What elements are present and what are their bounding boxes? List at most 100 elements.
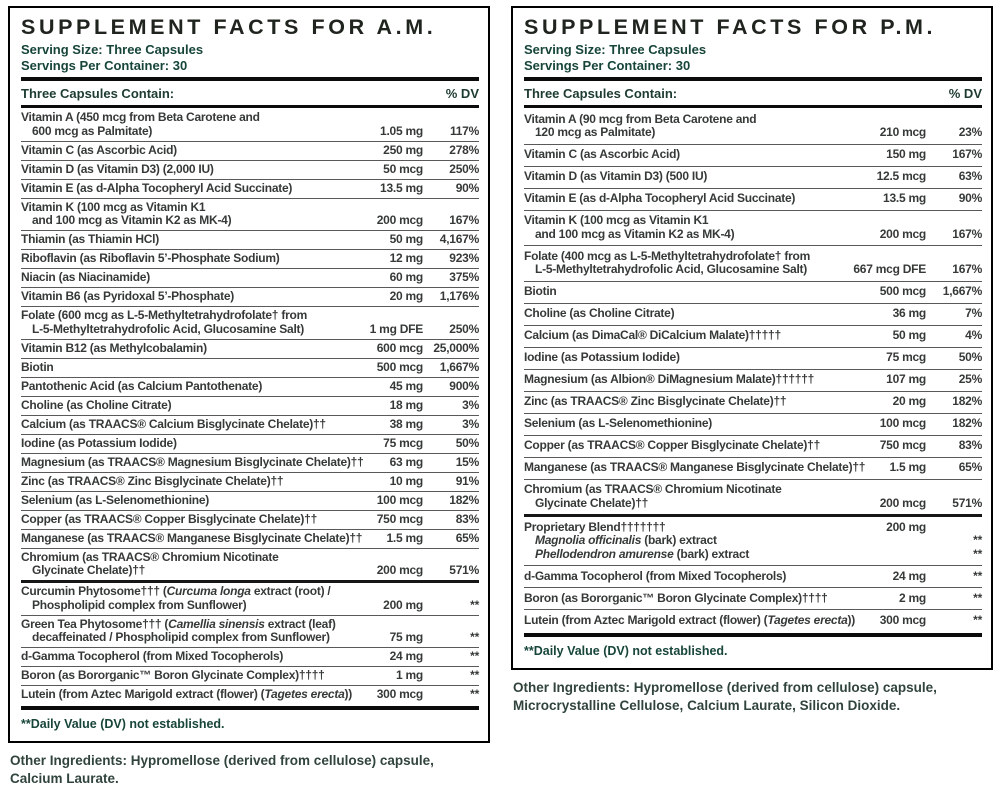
ingredient-amount: 300 mcg (879, 612, 927, 627)
ingredient-dv: 923% (449, 251, 479, 265)
ingredient-amount: 300 mcg (376, 687, 424, 701)
table-row: d-Gamma Tocopherol (from Mixed Tocophero… (21, 647, 479, 666)
supplement-panel-am: SUPPLEMENT FACTS FOR A.M. Serving Size: … (8, 6, 490, 743)
ingredient-amount: 500 mcg (376, 359, 424, 374)
panel-title: SUPPLEMENT FACTS FOR P.M. (524, 15, 937, 39)
ingredient-name: d-Gamma Tocopherol (from Mixed Tocophero… (524, 568, 787, 583)
ingredient-name: Chromium (as TRAACS® Chromium Nicotinate… (21, 549, 279, 577)
table-row: Chromium (as TRAACS® Chromium Nicotinate… (21, 547, 479, 581)
ingredient-name: Phellodendron amurense (bark) extract (535, 546, 750, 561)
header-divider (21, 77, 479, 81)
ingredient-amount: 100 mcg (376, 492, 424, 507)
ingredient-amount: 500 mcg (879, 284, 927, 298)
ingredient-dv: ** (470, 668, 479, 682)
ingredient-amount: 210 mcg (879, 125, 927, 139)
dv-footnote: **Daily Value (DV) not established. (524, 644, 728, 658)
ingredient-name: Niacin (as Niacinamide) (21, 270, 150, 284)
ingredient-dv: ** (973, 568, 982, 583)
supplement-panel-pm: SUPPLEMENT FACTS FOR P.M. Serving Size: … (511, 6, 993, 670)
contains-label: Three Capsules Contain: (21, 86, 175, 101)
ingredient-dv: 3% (462, 416, 479, 431)
pm-column: SUPPLEMENT FACTS FOR P.M. Serving Size: … (511, 6, 993, 714)
footnote-divider (21, 706, 479, 710)
ingredient-dv: ** (470, 630, 479, 644)
table-row: Vitamin K (100 mcg as Vitamin K1 and 100 … (21, 197, 479, 231)
ingredient-dv: 25% (958, 372, 983, 386)
table-row: Zinc (as TRAACS® Zinc Bisglycinate Chela… (21, 471, 480, 491)
ingredient-amount: 60 mg (389, 270, 424, 284)
ingredient-name: Vitamin E (as d-Alpha Tocopheryl Acid Su… (21, 180, 293, 195)
ingredient-dv: 90% (958, 191, 983, 205)
ingredient-amount: 45 mg (389, 378, 424, 393)
ingredient-name: Proprietary Blend††††††† (524, 519, 666, 534)
table-row: Vitamin B6 (as Pyridoxal 5’-Phosphate) 20… (21, 287, 479, 306)
other-ingredients: Other Ingredients: Hypromellose (derived… (513, 680, 937, 713)
ingredient-amount: 150 mg (886, 147, 926, 161)
ingredient-amount: 75 mcg (383, 435, 423, 450)
table-row: Chromium (as TRAACS® Chromium Nicotinate… (524, 478, 982, 515)
ingredient-amount: 750 mcg (879, 438, 927, 452)
ingredient-name: Folate (400 mcg as L-5-Methyltetrahydrof… (524, 248, 810, 276)
table-row: Manganese (as TRAACS® Manganese Bisglyci… (524, 456, 982, 479)
ingredient-name: Selenium (as L-Selenomethionine) (21, 492, 210, 507)
ingredient-name: Chromium (as TRAACS® Chromium Nicotinate… (524, 482, 782, 510)
ingredient-amount: 250 mg (383, 142, 423, 157)
ingredient-dv: 278% (449, 142, 479, 157)
ingredient-dv: 167% (952, 147, 982, 161)
ingredient-amount: 38 mg (389, 416, 424, 431)
table-row: Magnesium (as TRAACS® Magnesium Bisglyci… (21, 452, 480, 472)
table-row: Lutein (from Aztec Marigold extract (flo… (21, 685, 479, 704)
table-row: Magnesium (as Albion® DiMagnesium Malate… (524, 368, 983, 391)
ingredient-dv: 182% (449, 492, 479, 507)
ingredient-name: Vitamin C (as Ascorbic Acid) (21, 142, 177, 157)
table-row: Choline (as Choline Citrate) 36 mg 7% (524, 302, 982, 325)
table-row: Vitamin D (as Vitamin D3) (500 IU) 12.5 m… (524, 165, 983, 188)
ingredient-dv: ** (973, 533, 982, 547)
ingredient-name: Vitamin D (as Vitamin D3) (500 IU) (524, 169, 708, 183)
ingredient-amount: 20 mg (389, 289, 424, 303)
table-row: Vitamin E (as d-Alpha Tocopheryl Acid Su… (21, 178, 479, 198)
ingredient-amount: 200 mcg (879, 226, 927, 241)
ingredient-dv: 167% (449, 213, 479, 227)
ingredient-dv: ** (973, 612, 982, 627)
dv-column-header: % DV (445, 86, 479, 101)
ingredient-name: Vitamin K (100 mcg as Vitamin K1 and 100 … (21, 199, 232, 227)
table-header-divider (21, 105, 479, 108)
ingredient-amount: 75 mg (389, 630, 424, 644)
table-row: Choline (as Choline Citrate) 18 mg 3% (21, 395, 479, 415)
table-header-divider (524, 105, 982, 108)
ingredient-amount: 36 mg (892, 306, 927, 320)
ingredient-amount: 2 mg (898, 590, 926, 605)
ingredient-dv: 15% (455, 454, 480, 469)
ingredient-name: Calcium (as DimaCal® DiCalcium Malate)††… (524, 328, 781, 342)
table-row: Vitamin A (450 mcg from Beta Carotene an… (21, 109, 479, 141)
table-row: Selenium (as L-Selenomethionine) 100 mcg 1… (524, 412, 982, 435)
table-row: Zinc (as TRAACS® Zinc Bisglycinate Chela… (524, 390, 982, 413)
ingredient-name: Vitamin B6 (as Pyridoxal 5’-Phosphate) (21, 289, 235, 303)
ingredient-dv: 4,167% (439, 232, 479, 246)
ingredient-amount: 20 mg (892, 394, 927, 408)
ingredient-dv: ** (973, 590, 982, 605)
servings-per-container-label: Servings Per Container: 30 (21, 57, 188, 73)
table-row: Boron (as Bororganic™ Boron Glycinate Co… (21, 666, 479, 685)
ingredient-dv: ** (973, 546, 982, 561)
table-row: Vitamin C (as Ascorbic Acid) 150 mg 167% (524, 143, 982, 166)
ingredient-dv: 50% (958, 350, 983, 364)
ingredient-amount: 13.5 mg (883, 191, 926, 205)
ingredient-name: Magnesium (as Albion® DiMagnesium Malate… (524, 372, 815, 386)
ingredient-amount: 50 mcg (383, 161, 423, 176)
panel-title: SUPPLEMENT FACTS FOR A.M. (21, 15, 437, 39)
ingredient-name: Copper (as TRAACS® Copper Bisglycinate C… (21, 511, 317, 526)
ingredient-dv: 83% (455, 511, 480, 526)
ingredient-amount: 13.5 mg (380, 180, 423, 195)
ingredient-dv: 250% (449, 161, 479, 176)
ingredient-amount: 63 mg (389, 454, 424, 469)
facts-table: Vitamin A (450 mcg from Beta Carotene an… (21, 109, 479, 704)
ingredient-amount: 107 mg (886, 372, 926, 386)
table-row: Lutein (from Aztec Marigold extract (flo… (524, 609, 982, 631)
table-row: Folate (400 mcg as L-5-Methyltetrahydrof… (524, 245, 982, 281)
ingredient-dv: 91% (455, 473, 480, 488)
table-row: Manganese (as TRAACS® Manganese Bisglyci… (21, 528, 479, 548)
ingredient-dv: 63% (958, 169, 983, 183)
table-row: Boron (as Bororganic™ Boron Glycinate Co… (524, 587, 982, 609)
